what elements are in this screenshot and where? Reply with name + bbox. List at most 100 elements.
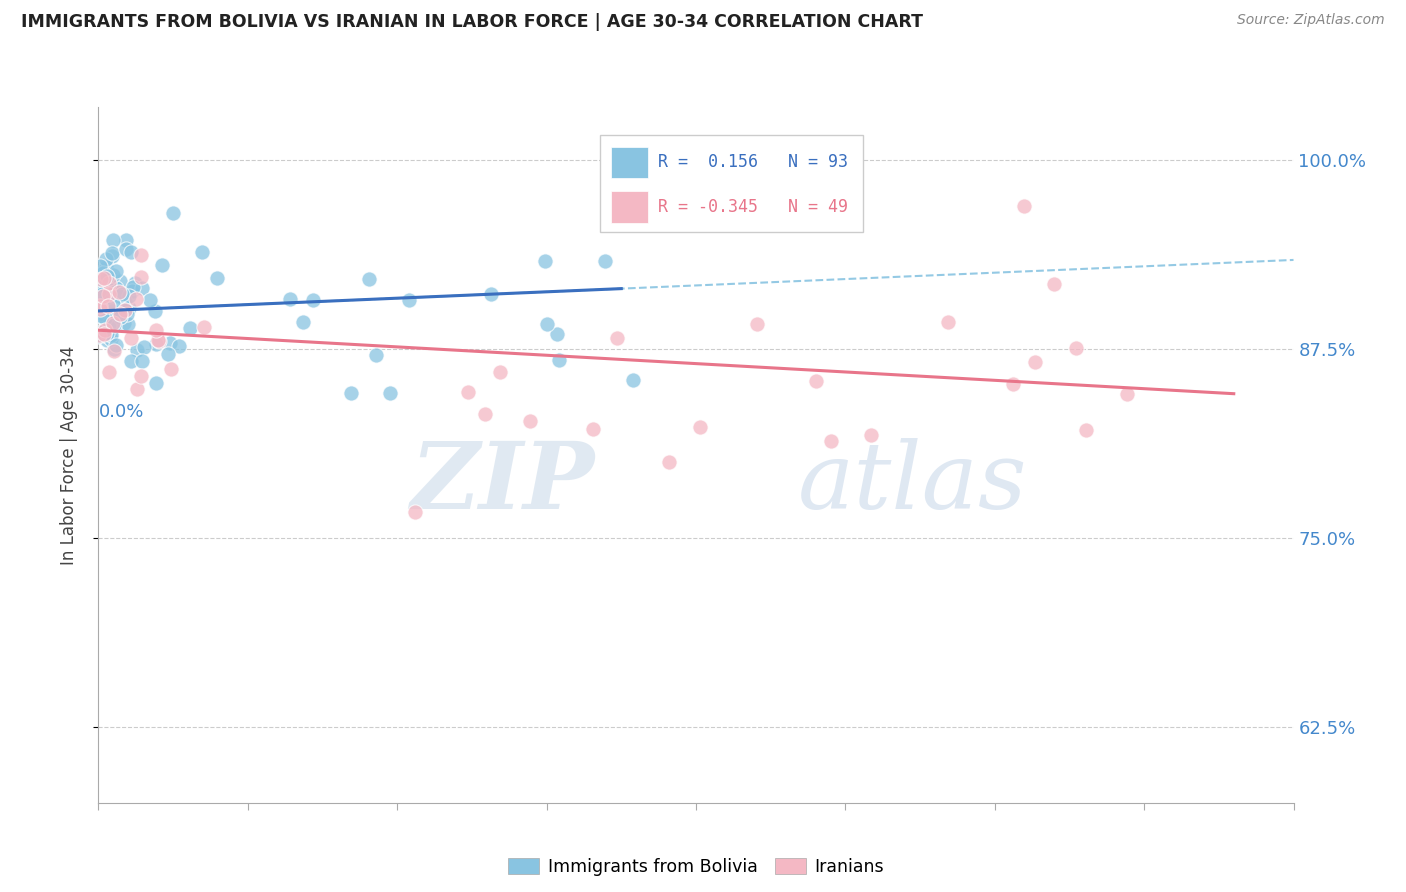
Point xyxy=(122,280,145,294)
Point xyxy=(93,322,115,336)
Point xyxy=(132,340,155,354)
Point xyxy=(104,315,127,329)
Text: R =  0.156   N = 93: R = 0.156 N = 93 xyxy=(658,153,848,171)
Point xyxy=(90,272,112,286)
Point xyxy=(1043,277,1066,292)
Point xyxy=(96,269,118,284)
Point xyxy=(89,309,111,323)
Point xyxy=(207,270,229,285)
Point xyxy=(152,258,174,272)
Point xyxy=(101,249,124,263)
Point xyxy=(127,343,149,357)
Point xyxy=(105,338,128,352)
Point xyxy=(94,323,117,337)
Point xyxy=(689,420,711,434)
Point xyxy=(89,299,111,313)
Point xyxy=(108,307,131,321)
Point xyxy=(104,313,127,327)
Point xyxy=(96,326,118,340)
Point xyxy=(98,305,121,319)
Text: ZIP: ZIP xyxy=(411,438,595,528)
Point xyxy=(94,252,117,266)
Point xyxy=(124,276,146,290)
Point xyxy=(87,328,110,343)
Point xyxy=(101,268,124,282)
Point xyxy=(131,354,153,368)
Point xyxy=(120,331,142,345)
Point xyxy=(162,206,184,220)
Point xyxy=(103,318,125,332)
Point xyxy=(87,284,110,298)
Point xyxy=(98,365,121,379)
Point xyxy=(94,260,117,274)
Point xyxy=(114,233,136,247)
Point xyxy=(131,281,153,295)
Point xyxy=(534,254,557,268)
Point xyxy=(103,296,125,310)
Point xyxy=(100,304,122,318)
Point xyxy=(120,354,142,368)
Point xyxy=(90,287,112,301)
Point xyxy=(90,303,112,318)
Point xyxy=(94,311,117,326)
Point xyxy=(547,353,569,368)
Point xyxy=(96,334,118,348)
Point xyxy=(457,384,479,399)
Point xyxy=(143,303,166,318)
Point xyxy=(193,320,215,334)
Point xyxy=(93,270,115,285)
Point xyxy=(105,280,128,294)
Bar xyxy=(610,192,648,222)
Point xyxy=(359,272,381,286)
Point xyxy=(621,373,644,387)
Point xyxy=(110,273,132,287)
Point xyxy=(89,290,111,304)
Point xyxy=(117,317,139,331)
Point xyxy=(489,364,512,378)
Point xyxy=(364,348,387,362)
Point xyxy=(146,333,169,347)
Text: R = -0.345   N = 49: R = -0.345 N = 49 xyxy=(658,198,848,216)
Point xyxy=(105,281,128,295)
Point xyxy=(179,321,201,335)
Point xyxy=(91,266,114,280)
Point xyxy=(546,327,568,342)
Point xyxy=(129,248,152,262)
Point xyxy=(145,337,167,351)
Point xyxy=(121,284,143,298)
Point xyxy=(302,293,325,307)
Point xyxy=(160,362,183,376)
Point xyxy=(114,295,136,310)
Point xyxy=(107,312,129,326)
Point xyxy=(89,259,111,273)
Point xyxy=(98,277,121,291)
Text: atlas: atlas xyxy=(797,438,1026,528)
Point xyxy=(1014,199,1036,213)
Point xyxy=(103,344,125,359)
Point xyxy=(108,310,131,324)
Y-axis label: In Labor Force | Age 30-34: In Labor Force | Age 30-34 xyxy=(59,345,77,565)
Point xyxy=(100,327,122,342)
Point xyxy=(1116,386,1139,401)
Point xyxy=(93,308,115,322)
Point xyxy=(96,329,118,343)
Point xyxy=(474,407,496,421)
Point xyxy=(105,263,128,277)
Point xyxy=(581,422,603,436)
Point xyxy=(156,347,179,361)
Point xyxy=(111,286,134,301)
Point xyxy=(859,427,882,442)
Point xyxy=(595,254,617,268)
Point xyxy=(378,386,401,401)
Point xyxy=(519,414,541,428)
Point xyxy=(91,289,114,303)
Point xyxy=(398,293,420,307)
Point xyxy=(120,245,142,260)
Point xyxy=(159,335,181,350)
FancyBboxPatch shape xyxy=(600,135,863,232)
Point xyxy=(148,334,170,348)
Point xyxy=(658,455,681,469)
Point xyxy=(108,285,131,300)
Point xyxy=(1076,423,1098,437)
Point xyxy=(129,369,152,384)
